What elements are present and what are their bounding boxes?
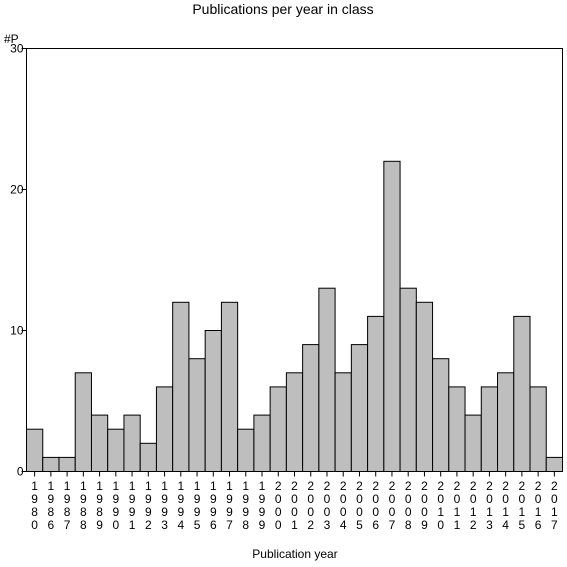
bar-1998 xyxy=(237,428,255,473)
y-tick-label: 30 xyxy=(10,42,24,56)
y-tick-label: 20 xyxy=(10,183,24,197)
bar-2016 xyxy=(529,386,547,472)
bar-2013 xyxy=(480,386,499,472)
bar-2006 xyxy=(367,315,385,472)
bar-1990 xyxy=(107,428,125,473)
bar-2017 xyxy=(545,456,563,472)
y-axis: 0 10 20 30 xyxy=(10,42,27,479)
bar-2015 xyxy=(513,315,531,472)
chart-title: Publications per year in class xyxy=(192,1,373,17)
bar-2011 xyxy=(448,386,466,472)
y-tick-label: 0 xyxy=(17,465,24,479)
bar-2012 xyxy=(464,414,482,473)
bar-1986 xyxy=(42,456,60,472)
bar-2003 xyxy=(318,287,336,473)
x-axis: 1 9 8 0 1 9 8 6 1 9 8 7 1 9 8 8 1 9 8 9 1 9 9 0 1 9 9 1 1 9 9 2 1 9 9 3 1 9 9 4… xyxy=(31,471,558,532)
bar-1999 xyxy=(253,414,271,473)
bar-1993 xyxy=(155,386,174,472)
bar-1996 xyxy=(204,330,222,472)
x-axis-label: Publication year xyxy=(252,547,337,561)
bar-1989 xyxy=(90,414,109,473)
bar-2000 xyxy=(269,386,287,472)
bar-2008 xyxy=(399,287,417,473)
y-axis-label: #P xyxy=(4,32,19,46)
bars-group xyxy=(26,160,563,473)
bar-1997 xyxy=(220,301,239,472)
bar-2009 xyxy=(415,301,434,472)
bar-1991 xyxy=(123,414,141,473)
bar-1995 xyxy=(188,358,206,473)
y-tick-label: 10 xyxy=(10,324,24,338)
bar-2001 xyxy=(285,372,304,472)
bar-1988 xyxy=(74,372,92,472)
bar-2010 xyxy=(432,358,450,473)
bar-2014 xyxy=(497,372,515,472)
bar-1987 xyxy=(58,456,76,472)
bar-2005 xyxy=(350,344,369,473)
bar-1992 xyxy=(139,442,157,472)
plot-frame xyxy=(26,48,563,472)
bar-1980 xyxy=(26,428,44,473)
bar-2007 xyxy=(383,160,401,473)
bar-2004 xyxy=(334,372,352,472)
bar-2002 xyxy=(302,344,320,473)
bar-1994 xyxy=(172,301,190,472)
